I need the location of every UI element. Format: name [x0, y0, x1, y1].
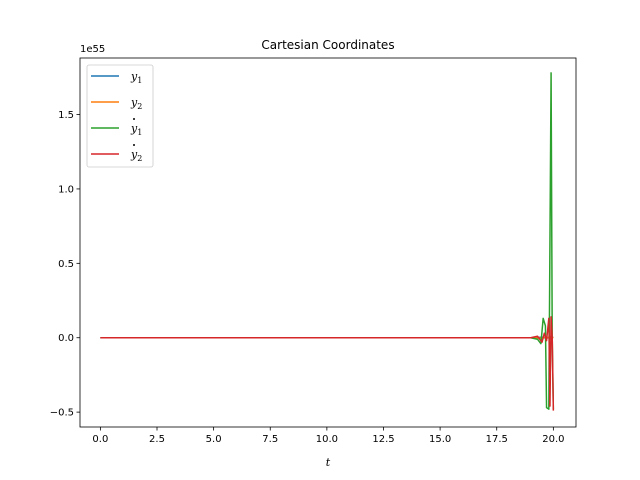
- y-tick-label: −0.5: [50, 408, 74, 419]
- legend-label-3: y1: [130, 122, 142, 137]
- plot-area: 0.0 2.5 5.0 7.5 10.0 12.5 15.0 17.5 20.0 −0.5 0.0 0…: [50, 57, 577, 445]
- series-line-3: [100, 72, 555, 410]
- legend: y1 y2 y1 y2: [86, 64, 154, 168]
- legend-dot-mark: [133, 144, 135, 146]
- legend-label-4: y2: [130, 148, 142, 163]
- x-tick-label: 5.0: [206, 434, 222, 445]
- y-tick-label: 1.0: [58, 184, 74, 195]
- x-tick-label: 12.5: [372, 434, 394, 445]
- x-tick-label: 7.5: [262, 434, 278, 445]
- x-axis-label: t: [326, 456, 331, 469]
- legend-box: [86, 64, 154, 168]
- y-tick-label: 0.5: [58, 259, 74, 270]
- x-tick-label: 20.0: [542, 434, 564, 445]
- x-tick-label: 15.0: [429, 434, 451, 445]
- x-tick-label: 2.5: [149, 434, 165, 445]
- y-tick-label: 1.5: [58, 110, 74, 121]
- x-tick-label: 17.5: [486, 434, 508, 445]
- legend-label-1: y1: [130, 70, 142, 85]
- x-tick-label: 10.0: [316, 434, 338, 445]
- chart-title: Cartesian Coordinates: [261, 38, 394, 52]
- legend-label-2: y2: [130, 96, 142, 111]
- axes-frame: [79, 57, 577, 428]
- y-offset-text: 1e55: [80, 44, 105, 55]
- x-tick-label: 0.0: [92, 434, 108, 445]
- y-tick-label: 0.0: [58, 333, 74, 344]
- legend-dot-mark: [133, 118, 135, 120]
- series-line-4: [100, 316, 555, 411]
